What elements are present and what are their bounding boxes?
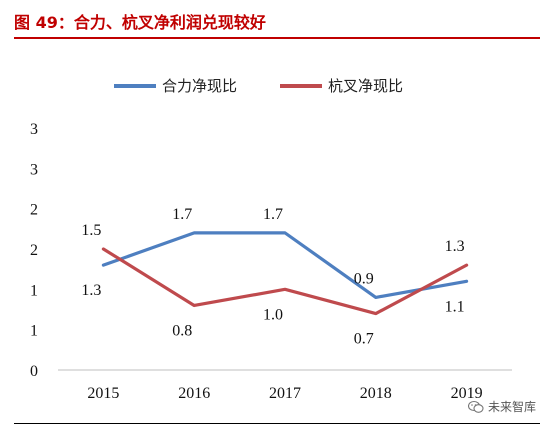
- x-tick-label: 2019: [451, 385, 483, 402]
- y-tick-label: 2: [30, 202, 38, 219]
- y-tick-label: 3: [30, 161, 38, 178]
- y-tick-label: 1: [30, 323, 38, 340]
- y-tick-label: 1: [30, 282, 38, 299]
- legend: 合力净现比 杭叉净现比: [114, 77, 403, 95]
- title-rule: [14, 37, 540, 39]
- watermark-text: 未来智库: [487, 400, 536, 414]
- y-axis-ticks: 0 1 1 2 2 3 3: [30, 121, 38, 380]
- legend-label-2: 杭叉净现比: [328, 77, 403, 95]
- data-label-series-1: 1.7: [172, 206, 192, 223]
- data-label-series-2: 1.5: [81, 222, 101, 239]
- data-label-series-1: 1.7: [263, 206, 283, 223]
- data-label-series-1: 1.1: [445, 298, 465, 315]
- data-label-series-2: 1.3: [445, 238, 465, 255]
- x-tick-label: 2018: [360, 385, 392, 402]
- x-tick-label: 2017: [269, 385, 301, 402]
- series-line-1: [101, 231, 469, 299]
- y-tick-label: 0: [30, 363, 38, 380]
- x-tick-label: 2016: [178, 385, 210, 402]
- x-axis-ticks: 2015 2016 2017 2018 2019: [87, 385, 482, 402]
- figure-title: 图 49：合力、杭叉净利润兑现较好: [14, 13, 266, 32]
- data-label-series-2: 1.0: [263, 306, 283, 323]
- data-labels: 1.3 1.7 1.7 0.9 1.1 1.5 0.8 1.0 0.7 1.3: [81, 206, 464, 348]
- legend-label-1: 合力净现比: [162, 77, 237, 95]
- y-tick-label: 2: [30, 242, 38, 259]
- data-label-series-1: 1.3: [81, 282, 101, 299]
- series-line-2: [101, 247, 469, 316]
- x-tick-label: 2015: [87, 385, 119, 402]
- y-tick-label: 3: [30, 121, 38, 138]
- data-label-series-2: 0.7: [354, 331, 374, 348]
- series-lines: [101, 231, 469, 316]
- data-label-series-2: 0.8: [172, 322, 192, 339]
- wechat-icon: [467, 400, 484, 413]
- data-label-series-1: 0.9: [354, 270, 374, 287]
- bottom-rule: [14, 423, 540, 424]
- watermark: 未来智库: [467, 398, 536, 415]
